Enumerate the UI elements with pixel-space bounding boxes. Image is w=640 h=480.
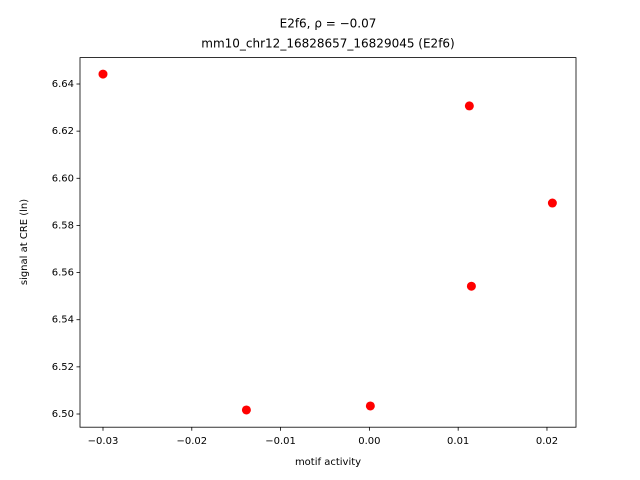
y-tick-label: 6.54 — [52, 315, 74, 326]
y-tick-label: 6.56 — [52, 268, 74, 279]
x-tick-label: −0.02 — [176, 436, 207, 447]
y-axis-label: signal at CRE (ln) — [19, 199, 30, 285]
point — [98, 69, 108, 79]
x-axis-label: motif activity — [295, 457, 361, 468]
y-tick-label: 6.62 — [52, 126, 74, 137]
y-tick-label: 6.60 — [52, 173, 74, 184]
x-tick-label: 0.00 — [358, 436, 380, 447]
x-tick-label: −0.01 — [265, 436, 296, 447]
x-tick-label: −0.03 — [88, 436, 119, 447]
chart-subtitle: mm10_chr12_16828657_16829045 (E2f6) — [201, 37, 454, 51]
y-tick-label: 6.50 — [52, 409, 74, 420]
point — [466, 281, 476, 291]
y-tick-label: 6.52 — [52, 362, 74, 373]
point — [365, 401, 375, 411]
x-tick-label: 0.01 — [447, 436, 469, 447]
point — [464, 101, 474, 111]
chart-title: E2f6, ρ = −0.07 — [280, 17, 377, 31]
point — [241, 405, 251, 415]
y-tick-label: 6.64 — [52, 79, 74, 90]
x-tick-label: 0.02 — [536, 436, 558, 447]
plot-frame — [79, 57, 577, 428]
point — [547, 198, 557, 208]
y-tick-label: 6.58 — [52, 220, 74, 231]
